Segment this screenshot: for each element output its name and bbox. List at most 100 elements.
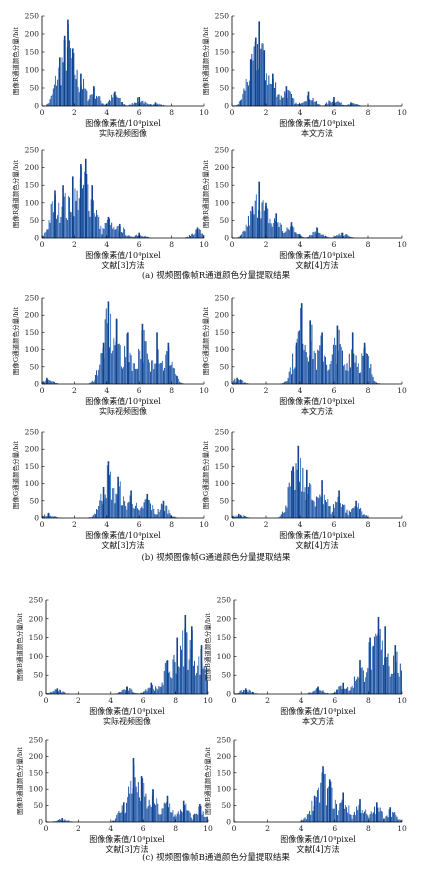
histogram-bar [363,811,365,822]
histogram-bar [49,222,51,238]
peak-bar [93,86,95,106]
histogram-bar [117,813,119,822]
x-tick-label: 8 [366,824,371,833]
peak-bar [63,35,66,106]
histogram-bar [65,70,67,106]
histogram-bar [130,236,132,238]
histogram-bar [96,370,98,384]
histogram-bar [98,369,100,384]
histogram-bar [114,820,116,822]
histogram-bar [129,104,131,106]
histogram-bar [115,818,117,822]
histogram-bar [70,211,72,238]
histogram-panel-11: 0 2 4 6 8 10050100150200250图像像素值/10⁴pixel文献[3… [15,736,213,855]
histogram-bar [318,232,320,238]
histogram-bar [348,353,350,384]
peak-bar [67,19,69,107]
histogram-bar [310,100,312,106]
histogram-bar [269,83,271,106]
histogram-bar [124,690,126,694]
peak-bar [341,232,344,238]
histogram-bar [337,815,339,822]
histogram-bar [370,364,372,384]
histogram-bar [94,514,96,518]
histogram-bar [172,367,174,384]
histogram-bar [52,212,54,238]
panel-title: 本文方法 [302,716,334,726]
histogram-bar [205,666,207,694]
histogram-bar [47,229,49,238]
histogram-bar [348,510,350,518]
histogram-bar [56,516,58,518]
histogram-bar [239,514,242,518]
histogram-bar [52,691,54,694]
histogram-bar [43,235,45,238]
peak-bar [91,185,94,238]
peak-bar [132,758,135,822]
histogram-bar [332,344,334,384]
histogram-bar [92,381,94,384]
panel-title: 文献[4]方法 [295,260,338,270]
histogram-bar [398,819,400,822]
histogram-bar [155,686,157,694]
peak-bar [313,795,316,822]
peak-bar [351,332,354,384]
histogram-bar [307,361,310,384]
peak-bar [363,342,366,384]
histogram-bar [45,516,47,518]
histogram-bar [195,229,197,238]
histogram-bar [237,237,239,238]
histogram-bar [109,218,110,238]
histogram-bar [128,786,130,822]
histogram-bar [176,813,178,822]
x-tick-label: 2 [265,696,270,705]
y-tick-label: 150 [29,768,44,777]
y-tick-label: 250 [29,736,44,745]
y-tick-label: 0 [34,514,39,523]
histogram-bar [254,200,256,238]
histogram-bar [355,355,357,384]
histogram-bar [42,381,44,384]
histogram-bar [97,375,99,384]
histogram-bar [250,692,252,694]
histogram-bar [288,371,290,384]
x-tick-label: 10 [397,386,407,395]
histogram-bar [284,232,286,238]
histogram-bar [343,504,345,518]
y-tick-label: 100 [215,345,230,354]
histogram-bar [111,222,113,238]
histogram-bar [76,69,78,106]
histogram-bar [152,505,154,518]
peak-bar [152,789,154,822]
histogram-bar [262,200,264,238]
histogram-bar [202,668,204,694]
histogram-bar [395,814,397,822]
histogram-bar [114,345,116,384]
histogram-bar [246,689,248,694]
histogram-bar [119,345,121,384]
histogram-bar [123,104,125,106]
histogram-bar [332,808,334,822]
histogram-bar [174,814,176,822]
peak-bar [59,57,61,106]
histogram-bars [233,21,363,106]
histogram-bar [283,382,285,384]
peak-bar [167,342,170,384]
histogram-bar [73,216,75,238]
histogram-bar [120,691,122,694]
histogram-bar [119,812,121,822]
histogram-bar [352,814,354,822]
histogram-bar [343,365,345,384]
histogram-bar [87,101,89,106]
histogram-bar [300,458,302,518]
x-tick-label: 2 [265,824,270,833]
histogram-bar [350,687,352,694]
histogram-bar [298,330,300,384]
caption-b: (b) 视频图像帧G通道颜色分量提取结果 [141,552,291,563]
y-axis-label: 图像G通道颜色分量/bit [11,306,20,375]
peak-bar [292,466,294,518]
histogram-bar [109,347,110,384]
histogram-bar [350,814,352,822]
histogram-bar [233,380,235,384]
histogram-bar [326,102,328,106]
